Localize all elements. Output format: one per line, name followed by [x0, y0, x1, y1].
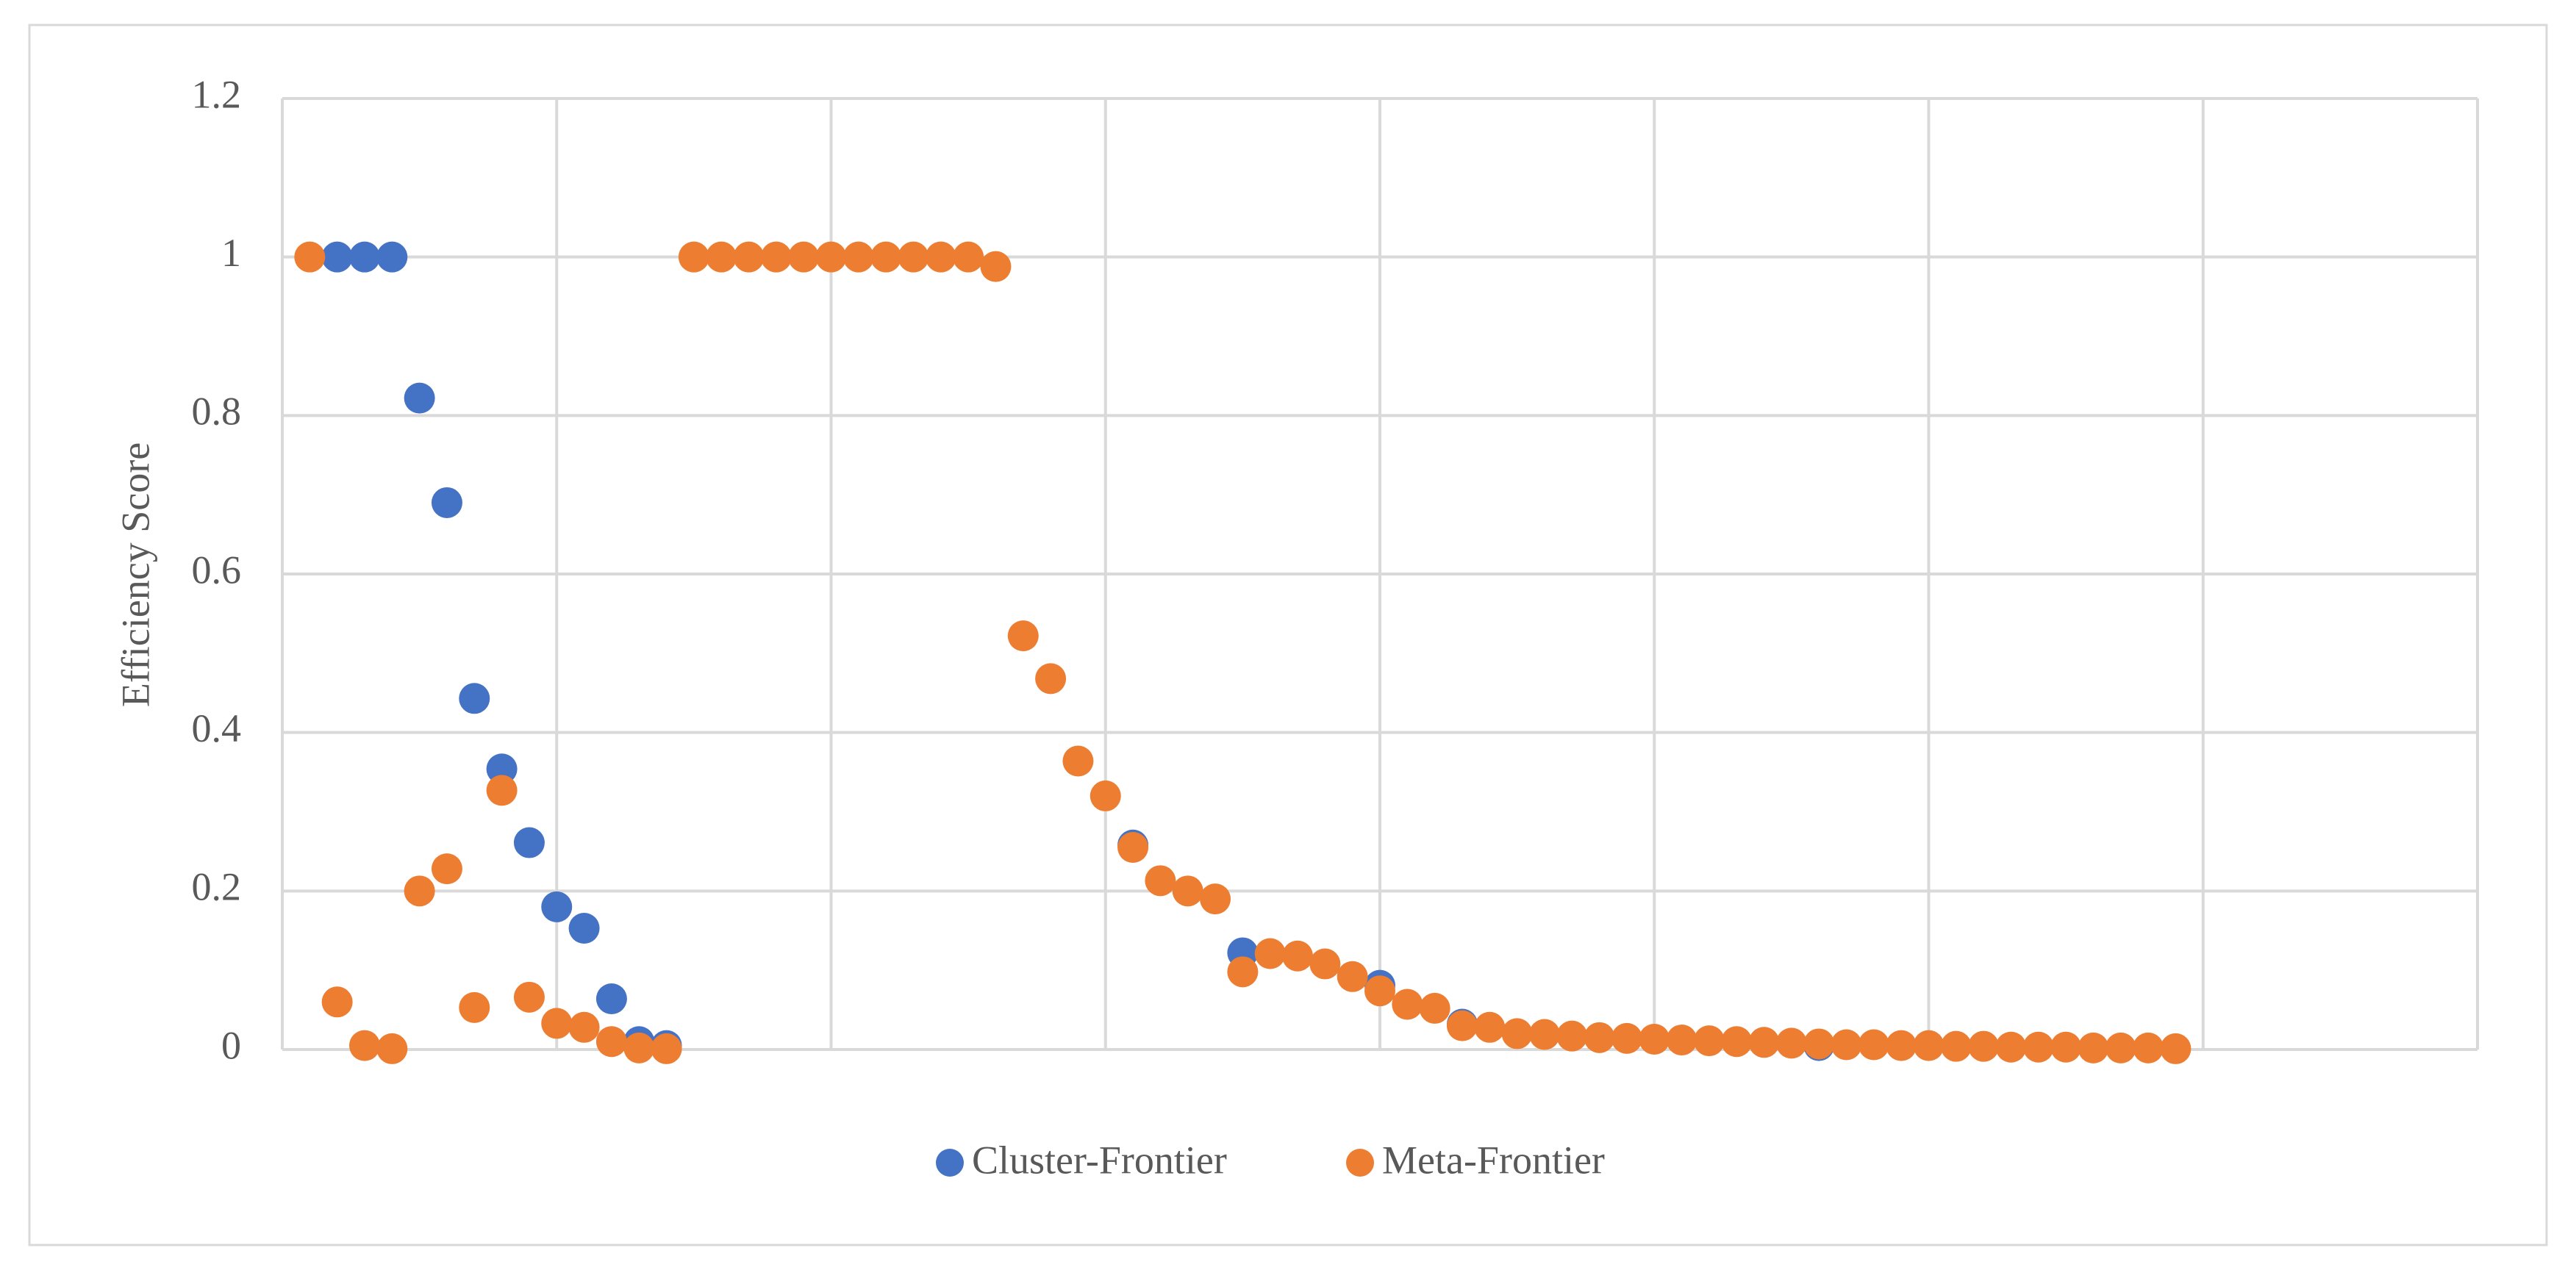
- point: [706, 241, 737, 273]
- point: [1117, 832, 1149, 864]
- y-tick-label: 0.6: [192, 548, 242, 592]
- point: [321, 986, 353, 1018]
- point: [842, 241, 874, 273]
- point: [1556, 1020, 1588, 1052]
- point: [1693, 1025, 1725, 1057]
- point: [1858, 1029, 1889, 1061]
- point: [568, 1011, 600, 1043]
- point: [1666, 1025, 1697, 1056]
- point: [1337, 961, 1368, 992]
- point: [2160, 1033, 2192, 1064]
- y-tick-label: 0.8: [192, 390, 242, 434]
- point: [980, 251, 1012, 282]
- point: [1611, 1022, 1642, 1054]
- point: [1913, 1030, 1944, 1061]
- point: [294, 241, 326, 273]
- point: [1886, 1030, 1917, 1061]
- point: [404, 875, 435, 907]
- point: [1282, 940, 1314, 972]
- y-tick-label: 0.2: [192, 865, 242, 909]
- point: [348, 241, 380, 273]
- point: [568, 913, 600, 944]
- point: [651, 1033, 682, 1064]
- y-tick-label: 0: [221, 1023, 241, 1067]
- point: [623, 1032, 655, 1063]
- point: [1584, 1022, 1615, 1053]
- y-tick-label: 1.2: [192, 72, 242, 116]
- point: [760, 241, 792, 273]
- point: [541, 1008, 573, 1039]
- point: [459, 683, 490, 714]
- point: [513, 827, 545, 858]
- y-tick-label: 1: [221, 231, 241, 275]
- point: [2078, 1032, 2109, 1063]
- point: [486, 753, 518, 785]
- point: [376, 241, 408, 273]
- point: [953, 241, 984, 273]
- point: [1200, 883, 1231, 915]
- point: [1803, 1028, 1835, 1060]
- legend-label: Meta-Frontier: [1382, 1138, 1605, 1182]
- point: [541, 891, 573, 922]
- point: [1254, 938, 1286, 969]
- y-axis-label: Efficiency Score: [113, 442, 157, 707]
- point: [1090, 780, 1121, 811]
- legend-marker: [936, 1149, 964, 1177]
- point: [1721, 1026, 1753, 1058]
- point: [1007, 620, 1039, 652]
- point: [1940, 1030, 1972, 1062]
- point: [1227, 956, 1259, 988]
- point: [1035, 663, 1067, 695]
- point: [788, 241, 820, 273]
- point: [1501, 1018, 1533, 1050]
- point: [1172, 875, 1203, 907]
- point: [1309, 948, 1341, 980]
- point: [1968, 1030, 2000, 1062]
- point: [2022, 1031, 2054, 1063]
- point: [2105, 1032, 2136, 1063]
- point: [1062, 745, 1094, 777]
- point: [459, 991, 490, 1023]
- point: [1831, 1029, 1862, 1061]
- point: [1446, 1010, 1478, 1041]
- y-tick-label: 0.4: [192, 706, 242, 750]
- point: [1995, 1031, 2027, 1063]
- point: [2050, 1031, 2082, 1063]
- point: [2133, 1032, 2164, 1063]
- point: [348, 1030, 380, 1061]
- point: [321, 241, 353, 273]
- point: [1145, 865, 1176, 897]
- point: [1775, 1027, 1807, 1059]
- point: [1639, 1023, 1670, 1055]
- point: [1528, 1019, 1560, 1050]
- point: [1474, 1011, 1506, 1043]
- point: [1419, 992, 1450, 1024]
- point: [513, 981, 545, 1013]
- legend-label: Cluster-Frontier: [972, 1138, 1227, 1182]
- point: [1748, 1027, 1780, 1058]
- point: [1392, 989, 1423, 1020]
- point: [815, 241, 847, 273]
- point: [431, 853, 462, 885]
- point: [404, 382, 435, 414]
- point: [431, 487, 462, 518]
- point: [678, 241, 709, 273]
- point: [733, 241, 765, 273]
- point: [595, 1026, 627, 1058]
- point: [925, 241, 956, 273]
- point: [595, 983, 627, 1014]
- legend-marker: [1346, 1149, 1374, 1177]
- point: [898, 241, 929, 273]
- point: [1364, 975, 1395, 1007]
- point: [376, 1033, 408, 1064]
- point: [870, 241, 902, 273]
- point: [486, 775, 518, 806]
